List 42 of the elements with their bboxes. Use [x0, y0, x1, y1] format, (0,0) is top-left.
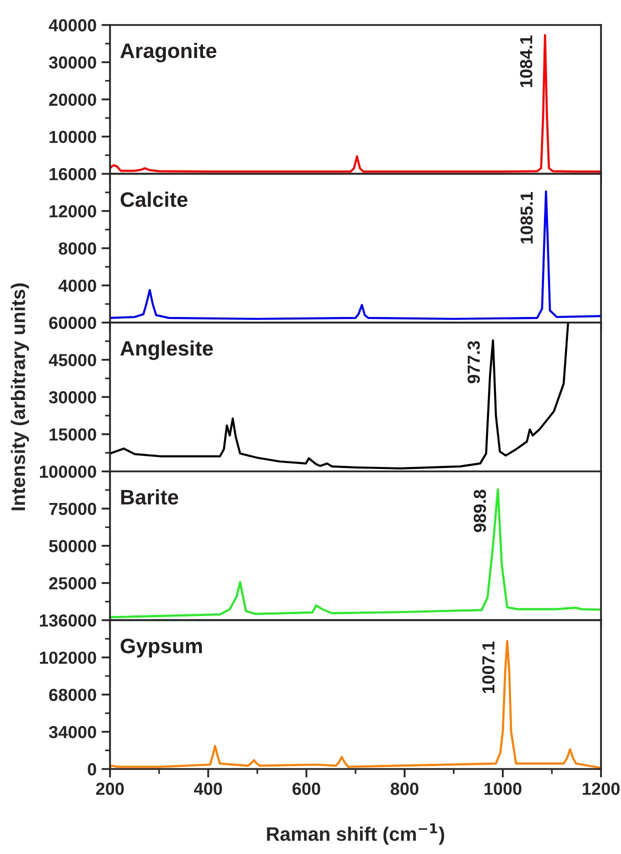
y-tick-label: 30000: [48, 391, 96, 404]
annotation: 977.3: [468, 341, 480, 384]
y-tick-label: 4000: [58, 280, 96, 292]
text: Gypsum: [120, 638, 202, 658]
text: Aragonite: [120, 42, 216, 62]
line-series: [110, 488, 601, 618]
x-tick-label: 1200: [582, 782, 620, 795]
y-tick-label: 0: [88, 763, 96, 776]
x-tick-label: 1000: [484, 782, 522, 795]
y-tick-label: 60000: [49, 316, 96, 330]
y-tick-label: 102000: [40, 652, 96, 664]
text: Barite: [121, 489, 178, 505]
y-tick-label: 30000: [48, 56, 96, 69]
y-tick-label: 16000: [50, 168, 96, 180]
y-tick-label: 25000: [49, 577, 96, 590]
y-tick-label: 20000: [49, 94, 96, 106]
y-tick-label: 40000: [48, 19, 96, 32]
y-tick-label: 68000: [49, 688, 96, 702]
y-tick-label: 100000: [40, 466, 96, 478]
text: Anglesite: [120, 340, 213, 360]
y-tick-label: 10000: [50, 130, 96, 144]
annotation: 1085.1: [520, 192, 533, 244]
annotation: 1007.1: [482, 641, 495, 693]
y-axis-title: Intensity (arbitrary units): [10, 283, 29, 510]
x-tick-label: 200: [96, 782, 124, 795]
y-tick-label: 136000: [40, 614, 96, 627]
annotation: 1084.1: [520, 36, 532, 88]
y-tick-label: 15000: [50, 428, 96, 441]
y-tick-label: 12000: [50, 205, 96, 218]
x-tick-label: 800: [390, 782, 418, 795]
x-tick-label: 600: [292, 782, 320, 795]
x-axis-title: Raman shift (cm$^{−1}$): [267, 823, 444, 845]
line-series: [110, 190, 601, 320]
text: Calcite: [120, 192, 188, 207]
y-tick-label: 50000: [49, 540, 96, 552]
y-tick-label: 45000: [48, 354, 96, 366]
y-tick-label: 75000: [49, 502, 96, 516]
y-tick-label: 8000: [58, 242, 96, 255]
y-tick-label: 34000: [48, 726, 96, 738]
line-series: [110, 322, 570, 470]
annotation: 989.8: [474, 490, 486, 532]
x-tick-label: 400: [194, 782, 222, 795]
